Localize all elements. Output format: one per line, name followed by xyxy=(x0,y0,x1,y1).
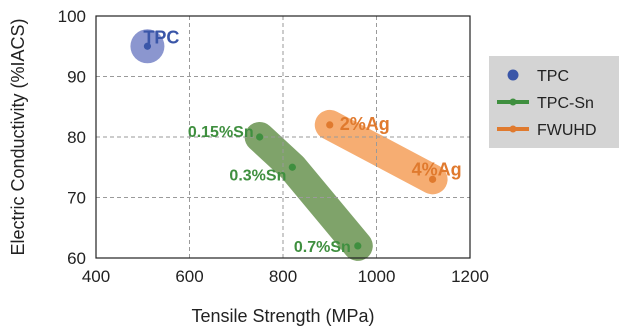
data-point xyxy=(354,242,362,250)
point-label: 0.15%Sn xyxy=(188,124,254,141)
y-tick-label: 100 xyxy=(58,7,86,26)
data-point xyxy=(288,163,296,171)
legend: TPC TPC-Sn FWUHD xyxy=(489,56,619,148)
y-tick-label: 80 xyxy=(67,128,86,147)
x-tick-label: 800 xyxy=(269,267,297,286)
x-tick-label: 400 xyxy=(82,267,110,286)
legend-marker xyxy=(507,69,519,81)
data-point xyxy=(326,121,334,129)
y-axis-ticks: 60 70 80 90 100 xyxy=(58,7,86,268)
x-tick-label: 1000 xyxy=(358,267,396,286)
band-tpc-sn xyxy=(244,122,373,261)
point-label: TPC xyxy=(143,27,179,47)
point-label: 0.7%Sn xyxy=(294,239,351,256)
x-axis-label: Tensile Strength (MPa) xyxy=(191,306,374,326)
point-labels: TPC 0.15%Sn 0.3%Sn 0.7%Sn 2%Ag 4%Ag xyxy=(143,27,461,256)
point-label: 2%Ag xyxy=(340,114,390,134)
x-axis-ticks: 400 600 800 1000 1200 xyxy=(82,267,489,286)
legend-entry: FWUHD xyxy=(537,122,597,139)
legend-entry: TPC xyxy=(537,68,569,85)
legend-marker xyxy=(509,125,517,133)
x-tick-label: 1200 xyxy=(451,267,489,286)
band-fwuhd xyxy=(314,109,448,195)
data-points xyxy=(143,42,437,250)
y-tick-label: 70 xyxy=(67,189,86,208)
x-tick-label: 600 xyxy=(175,267,203,286)
highlight-bands xyxy=(130,29,448,261)
point-label: 4%Ag xyxy=(412,159,462,179)
legend-entry: TPC-Sn xyxy=(537,95,594,112)
point-label: 0.3%Sn xyxy=(229,167,286,184)
data-point xyxy=(429,175,437,183)
y-tick-label: 60 xyxy=(67,249,86,268)
legend-marker xyxy=(509,98,517,106)
data-point xyxy=(256,133,264,141)
y-tick-label: 90 xyxy=(67,68,86,87)
data-point xyxy=(143,42,152,50)
grid-lines xyxy=(96,16,470,258)
plot-frame xyxy=(95,15,471,259)
y-axis-label: Electric Conductivity (%IACS) xyxy=(8,18,28,255)
